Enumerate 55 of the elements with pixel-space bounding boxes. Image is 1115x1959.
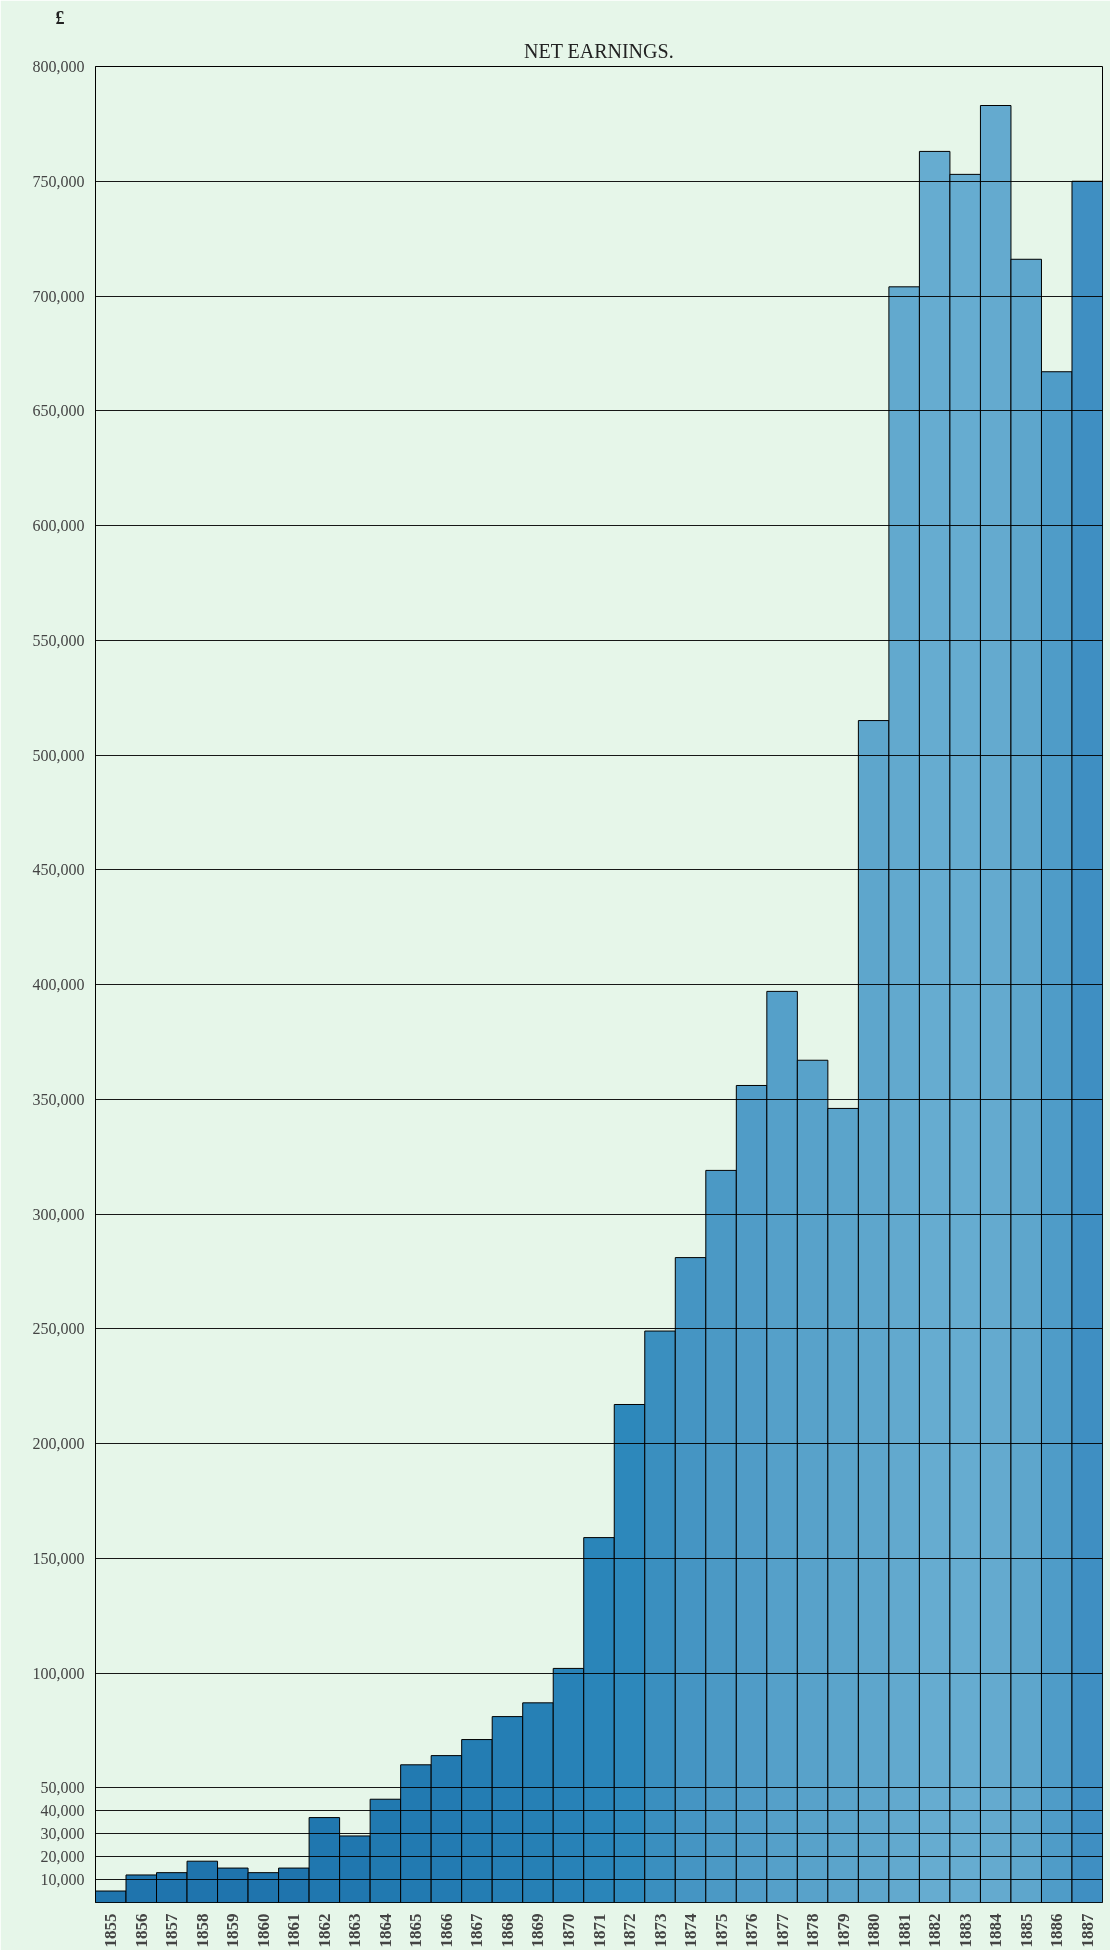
x-tick-label: 1885 xyxy=(1016,1913,1036,1948)
x-tick-label: 1872 xyxy=(620,1913,640,1948)
y-tick-label: 750,000 xyxy=(32,172,85,190)
x-tick-label: 1879 xyxy=(833,1913,853,1948)
y-tick-label: 150,000 xyxy=(32,1549,85,1567)
y-tick-label: 450,000 xyxy=(32,861,85,879)
y-tick-label: 400,000 xyxy=(32,976,85,993)
x-tick-label: 1887 xyxy=(1077,1913,1097,1948)
x-tick-label: 1866 xyxy=(436,1913,456,1948)
y-tick-label: 50,000 xyxy=(40,1779,85,1797)
x-tick-label: 1860 xyxy=(253,1913,273,1948)
y-tick-label: 300,000 xyxy=(32,1205,85,1223)
x-tick-label: 1877 xyxy=(772,1913,792,1948)
y-tick-label: 20,000 xyxy=(40,1848,85,1866)
y-tick-label: 500,000 xyxy=(32,746,85,764)
x-tick-label: 1861 xyxy=(284,1913,304,1948)
y-axis-title: £ xyxy=(55,7,65,28)
x-tick-label: 1859 xyxy=(223,1913,243,1948)
x-tick-label: 1856 xyxy=(131,1913,151,1948)
y-tick-label: 10,000 xyxy=(40,1871,85,1889)
y-tick-label: 30,000 xyxy=(40,1825,85,1843)
x-tick-label: 1884 xyxy=(986,1913,1006,1948)
x-tick-label: 1858 xyxy=(192,1913,212,1948)
x-tick-label: 1867 xyxy=(467,1913,487,1948)
y-tick-label: 250,000 xyxy=(32,1320,85,1338)
x-tick-label: 1865 xyxy=(406,1913,426,1948)
x-tick-label: 1883 xyxy=(955,1913,975,1948)
x-tick-label: 1857 xyxy=(162,1913,182,1948)
x-tick-label: 1875 xyxy=(711,1913,731,1948)
x-tick-label: 1862 xyxy=(314,1913,334,1948)
x-tick-label: 1878 xyxy=(803,1913,823,1948)
x-tick-label: 1880 xyxy=(864,1913,884,1948)
x-tick-label: 1870 xyxy=(558,1913,578,1948)
y-tick-label: 600,000 xyxy=(32,517,85,534)
x-tick-label: 1886 xyxy=(1047,1913,1067,1948)
y-tick-label: 350,000 xyxy=(32,1090,85,1108)
y-tick-label: 40,000 xyxy=(40,1802,85,1820)
x-tick-label: 1871 xyxy=(589,1913,609,1948)
y-tick-label: 100,000 xyxy=(32,1664,85,1682)
y-tick-label: 700,000 xyxy=(32,287,85,305)
x-tick-label: 1868 xyxy=(497,1913,517,1948)
chart-title: NET EARNINGS. xyxy=(524,39,674,62)
x-tick-label: 1869 xyxy=(528,1913,548,1948)
y-tick-label: 650,000 xyxy=(32,402,85,420)
y-tick-label: 550,000 xyxy=(32,631,85,649)
x-tick-label: 1876 xyxy=(742,1913,762,1948)
x-tick-label: 1882 xyxy=(925,1913,945,1948)
x-tick-label: 1874 xyxy=(681,1913,701,1948)
y-tick-label: 800,000 xyxy=(32,58,85,75)
x-tick-label: 1864 xyxy=(375,1913,395,1948)
x-tick-label: 1873 xyxy=(650,1913,670,1948)
x-tick-label: 1855 xyxy=(101,1913,121,1948)
x-tick-label: 1881 xyxy=(894,1913,914,1948)
y-tick-label: 200,000 xyxy=(32,1435,85,1452)
x-tick-label: 1863 xyxy=(345,1913,365,1948)
